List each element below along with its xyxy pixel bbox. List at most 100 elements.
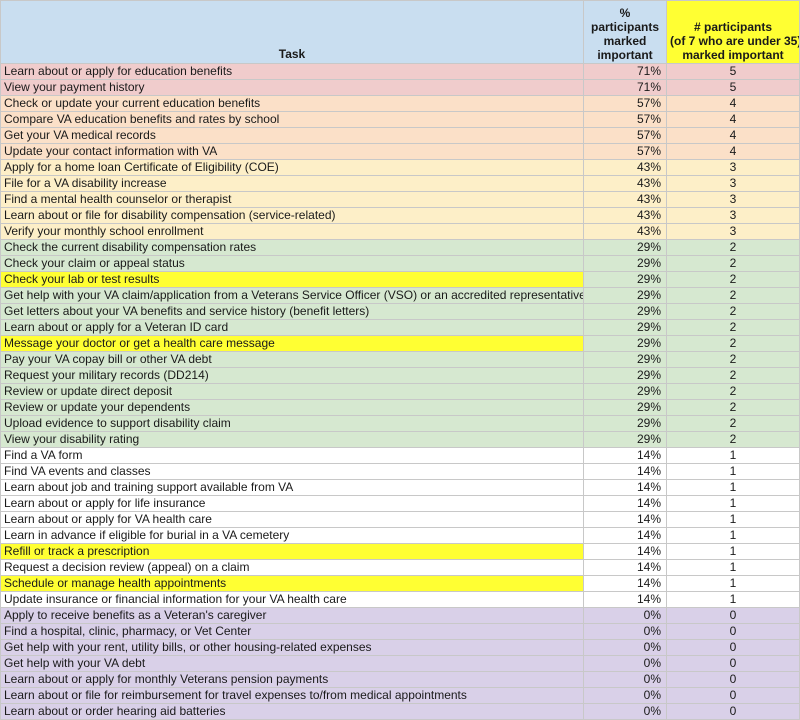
header-percent[interactable]: % participants marked important [583,0,667,64]
count-cell[interactable]: 1 [666,527,800,544]
percent-cell[interactable]: 14% [583,463,667,480]
percent-cell[interactable]: 14% [583,527,667,544]
count-cell[interactable]: 3 [666,159,800,176]
count-cell[interactable]: 4 [666,111,800,128]
count-cell[interactable]: 1 [666,543,800,560]
task-cell[interactable]: Learn about or apply for monthly Veteran… [0,671,584,688]
task-cell[interactable]: Get letters about your VA benefits and s… [0,303,584,320]
task-cell[interactable]: Update your contact information with VA [0,143,584,160]
percent-cell[interactable]: 14% [583,559,667,576]
percent-cell[interactable]: 0% [583,671,667,688]
percent-cell[interactable]: 29% [583,415,667,432]
percent-cell[interactable]: 14% [583,479,667,496]
percent-cell[interactable]: 14% [583,495,667,512]
task-cell[interactable]: Message your doctor or get a health care… [0,335,584,352]
task-cell[interactable]: Upload evidence to support disability cl… [0,415,584,432]
task-cell[interactable]: Request a decision review (appeal) on a … [0,559,584,576]
percent-cell[interactable]: 57% [583,143,667,160]
count-cell[interactable]: 3 [666,175,800,192]
task-cell[interactable]: Apply to receive benefits as a Veteran's… [0,607,584,624]
percent-cell[interactable]: 29% [583,335,667,352]
task-cell[interactable]: Learn about or apply for education benef… [0,63,584,80]
count-cell[interactable]: 0 [666,703,800,720]
percent-cell[interactable]: 29% [583,351,667,368]
task-cell[interactable]: Find VA events and classes [0,463,584,480]
percent-cell[interactable]: 29% [583,271,667,288]
count-cell[interactable]: 2 [666,303,800,320]
task-cell[interactable]: Learn in advance if eligible for burial … [0,527,584,544]
percent-cell[interactable]: 29% [583,431,667,448]
percent-cell[interactable]: 0% [583,623,667,640]
count-cell[interactable]: 1 [666,479,800,496]
count-cell[interactable]: 1 [666,591,800,608]
percent-cell[interactable]: 14% [583,591,667,608]
task-cell[interactable]: Update insurance or financial informatio… [0,591,584,608]
count-cell[interactable]: 3 [666,223,800,240]
count-cell[interactable]: 3 [666,191,800,208]
task-cell[interactable]: View your disability rating [0,431,584,448]
count-cell[interactable]: 2 [666,351,800,368]
percent-cell[interactable]: 57% [583,95,667,112]
count-cell[interactable]: 2 [666,383,800,400]
percent-cell[interactable]: 29% [583,367,667,384]
percent-cell[interactable]: 29% [583,303,667,320]
count-cell[interactable]: 3 [666,207,800,224]
percent-cell[interactable]: 43% [583,159,667,176]
percent-cell[interactable]: 43% [583,191,667,208]
percent-cell[interactable]: 43% [583,223,667,240]
count-cell[interactable]: 2 [666,319,800,336]
count-cell[interactable]: 5 [666,79,800,96]
count-cell[interactable]: 2 [666,255,800,272]
task-cell[interactable]: Check your claim or appeal status [0,255,584,272]
task-cell[interactable]: Learn about or order hearing aid batteri… [0,703,584,720]
count-cell[interactable]: 1 [666,511,800,528]
task-cell[interactable]: Learn about or apply for VA health care [0,511,584,528]
task-cell[interactable]: Review or update your dependents [0,399,584,416]
task-cell[interactable]: Learn about or file for disability compe… [0,207,584,224]
task-cell[interactable]: Compare VA education benefits and rates … [0,111,584,128]
count-cell[interactable]: 4 [666,95,800,112]
count-cell[interactable]: 2 [666,399,800,416]
count-cell[interactable]: 0 [666,655,800,672]
count-cell[interactable]: 2 [666,415,800,432]
percent-cell[interactable]: 0% [583,687,667,704]
task-cell[interactable]: View your payment history [0,79,584,96]
task-cell[interactable]: Check or update your current education b… [0,95,584,112]
percent-cell[interactable]: 14% [583,543,667,560]
percent-cell[interactable]: 29% [583,255,667,272]
task-cell[interactable]: Get help with your rent, utility bills, … [0,639,584,656]
percent-cell[interactable]: 0% [583,703,667,720]
percent-cell[interactable]: 57% [583,111,667,128]
count-cell[interactable]: 1 [666,495,800,512]
percent-cell[interactable]: 57% [583,127,667,144]
percent-cell[interactable]: 14% [583,447,667,464]
count-cell[interactable]: 2 [666,367,800,384]
task-cell[interactable]: Verify your monthly school enrollment [0,223,584,240]
percent-cell[interactable]: 29% [583,399,667,416]
task-cell[interactable]: Pay your VA copay bill or other VA debt [0,351,584,368]
percent-cell[interactable]: 0% [583,655,667,672]
count-cell[interactable]: 4 [666,127,800,144]
count-cell[interactable]: 0 [666,687,800,704]
percent-cell[interactable]: 71% [583,79,667,96]
task-cell[interactable]: Check your lab or test results [0,271,584,288]
count-cell[interactable]: 5 [666,63,800,80]
percent-cell[interactable]: 43% [583,175,667,192]
count-cell[interactable]: 2 [666,431,800,448]
count-cell[interactable]: 0 [666,623,800,640]
count-cell[interactable]: 2 [666,287,800,304]
header-count[interactable]: # participants (of 7 who are under 35) m… [666,0,800,64]
task-cell[interactable]: Find a VA form [0,447,584,464]
task-cell[interactable]: Refill or track a prescription [0,543,584,560]
count-cell[interactable]: 1 [666,463,800,480]
task-cell[interactable]: Get help with your VA debt [0,655,584,672]
percent-cell[interactable]: 43% [583,207,667,224]
percent-cell[interactable]: 14% [583,575,667,592]
task-cell[interactable]: Find a mental health counselor or therap… [0,191,584,208]
count-cell[interactable]: 0 [666,671,800,688]
percent-cell[interactable]: 0% [583,607,667,624]
task-cell[interactable]: Check the current disability compensatio… [0,239,584,256]
count-cell[interactable]: 0 [666,639,800,656]
task-cell[interactable]: Request your military records (DD214) [0,367,584,384]
percent-cell[interactable]: 29% [583,319,667,336]
